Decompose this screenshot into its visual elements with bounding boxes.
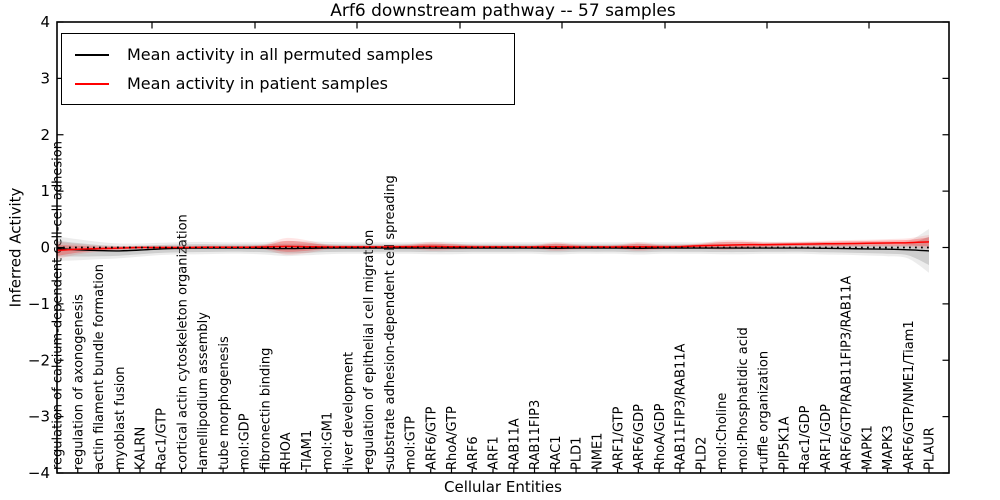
x-tick-label: Rac1/GTP: [155, 408, 170, 470]
y-tick-label: 0: [40, 239, 50, 257]
x-tick-label: PLAUR: [923, 427, 938, 470]
x-axis-label: Cellular Entities: [444, 478, 562, 496]
y-tick-labels: 4 3 2 1 0 −1 −2 −3 −4: [28, 13, 50, 482]
legend-item-permuted: Mean activity in all permuted samples: [62, 40, 514, 69]
legend-item-patient: Mean activity in patient samples: [62, 69, 514, 98]
x-tick-label: RHOA: [279, 432, 294, 470]
x-tick-label: fibronectin binding: [258, 348, 273, 470]
legend: Mean activity in all permuted samples Me…: [61, 33, 515, 105]
x-tick-label: ARF6/GDP: [632, 404, 647, 470]
permuted-line-sample-icon: [75, 53, 109, 56]
x-tick-label: ARF6/GTP/RAB11FIP3/RAB11A: [840, 276, 855, 470]
x-tick-label: mol:Choline: [715, 393, 730, 470]
x-tick-label: KALRN: [134, 427, 149, 470]
patient-line-sample-icon: [75, 82, 109, 85]
x-tick-label: actin filament bundle formation: [92, 264, 107, 470]
x-tick-labels: regulation of calcium-dependent cell-cel…: [51, 141, 938, 471]
x-tick-label: PLD1: [570, 437, 585, 470]
x-tick-label: tube morphogenesis: [217, 336, 232, 470]
y-tick-label: −4: [28, 464, 50, 482]
x-tick-label: mol:GM1: [321, 412, 336, 470]
legend-label-patient: Mean activity in patient samples: [127, 74, 388, 93]
x-tick-label: ARF1/GTP: [611, 406, 626, 470]
x-tick-label: RAB11FIP3: [528, 400, 543, 470]
x-tick-label: PLD2: [694, 437, 709, 470]
x-tick-label: PIP5K1A: [777, 416, 792, 470]
x-tick-label: RAC1: [549, 435, 564, 470]
x-tick-label: RhoA/GTP: [445, 406, 460, 470]
x-tick-label: ruffle organization: [757, 351, 772, 470]
x-tick-label: regulation of epithelial cell migration: [362, 230, 377, 470]
x-tick-label: regulation of calcium-dependent cell-cel…: [51, 141, 66, 470]
y-tick-label: 4: [40, 13, 50, 31]
y-tick-label: 1: [40, 182, 50, 200]
permuted-std-band: [57, 236, 929, 265]
x-tick-label: MAPK3: [881, 425, 896, 470]
x-tick-label: mol:Phosphatidic acid: [736, 327, 751, 470]
x-tick-label: myoblast fusion: [113, 366, 128, 470]
x-tick-label: TIAM1: [300, 430, 315, 471]
x-tick-label: mol:GDP: [238, 413, 253, 470]
y-tick-label: −3: [28, 408, 50, 426]
x-tick-label: RhoA/GDP: [653, 403, 668, 470]
x-tick-label: Rac1/GDP: [798, 405, 813, 470]
x-tick-label: NME1: [591, 433, 606, 470]
chart-title: Arf6 downstream pathway -- 57 samples: [330, 1, 676, 21]
x-tick-label: mol:GTP: [404, 416, 419, 470]
x-tick-label: cortical actin cytoskeleton organization: [175, 214, 190, 470]
x-tick-label: regulation of axonogenesis: [72, 294, 87, 470]
x-tick-label: ARF1/GDP: [819, 404, 834, 470]
y-tick-label: 2: [40, 126, 50, 144]
x-tick-label: RAB11A: [508, 418, 523, 470]
x-tick-label: ARF6/GTP/NME1/Tiam1: [902, 320, 917, 470]
permuted-std-band: [57, 229, 929, 273]
y-tick-label: −1: [28, 295, 50, 313]
x-tick-label: lamellipodium assembly: [196, 312, 211, 470]
x-tick-label: ARF1: [487, 436, 502, 470]
x-tick-label: ARF6: [466, 436, 481, 470]
y-tick-label: −2: [28, 351, 50, 369]
x-tick-label: RAB11FIP3/RAB11A: [674, 343, 689, 470]
x-tick-label: MAPK1: [860, 425, 875, 470]
legend-label-permuted: Mean activity in all permuted samples: [127, 45, 434, 64]
x-tick-label: liver development: [341, 352, 356, 470]
axis-ticks: [56, 21, 949, 474]
x-tick-label: substrate adhesion-dependent cell spread…: [383, 175, 398, 470]
x-tick-label: ARF6/GTP: [424, 406, 439, 470]
y-tick-label: 3: [40, 69, 50, 87]
